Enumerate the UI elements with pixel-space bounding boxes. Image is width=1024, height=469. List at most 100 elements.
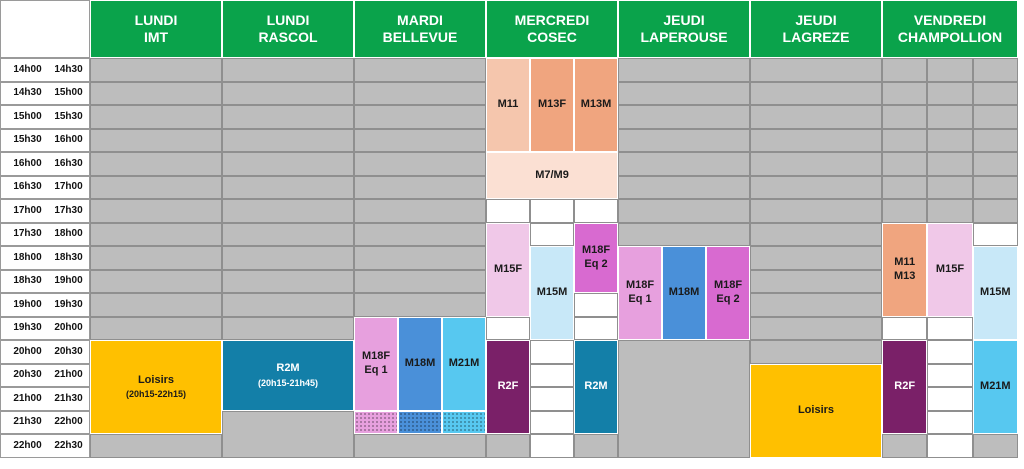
unavailable-slot (222, 222, 354, 246)
venue-name: CHAMPOLLION (897, 29, 1003, 45)
slot-end: 15h30 (54, 110, 83, 122)
empty-slot (530, 363, 574, 387)
unavailable-slot (882, 58, 928, 82)
unavailable-slot (927, 58, 973, 82)
unavailable-slot (618, 199, 750, 223)
unavailable-slot (750, 152, 882, 176)
slot-end: 21h00 (54, 369, 83, 380)
time-slot: 18h00 18h30 (0, 246, 90, 270)
session-block: M13F (530, 58, 574, 152)
session-block: M21M (972, 340, 1018, 434)
time-slot: 14h30 15h00 (0, 81, 90, 105)
session-time-note: (20h15-22h15) (125, 389, 187, 400)
unavailable-slot (222, 152, 354, 176)
slot-start: 21h30 (13, 416, 42, 427)
unavailable-slot (90, 58, 222, 82)
unavailable-slot (90, 222, 222, 246)
unavailable-slot (750, 81, 882, 105)
session-block: M15F (486, 222, 530, 317)
unavailable-slot (222, 316, 354, 340)
slot-start: 15h00 (13, 110, 42, 122)
time-slot: 19h00 19h30 (0, 293, 90, 317)
session-label: M18M (404, 356, 436, 369)
session-label: M18F Eq 2 (581, 244, 611, 270)
slot-start: 22h00 (13, 439, 42, 451)
unavailable-slot (90, 175, 222, 199)
unavailable-slot (354, 175, 486, 199)
unavailable-slot (972, 58, 1018, 82)
unavailable-slot (354, 434, 486, 458)
time-slot: 15h00 15h30 (0, 105, 90, 129)
session-block (442, 410, 486, 434)
unavailable-slot (972, 434, 1018, 458)
unavailable-slot (882, 105, 928, 129)
session-block: Loisirs (750, 363, 882, 458)
unavailable-block (618, 340, 750, 458)
session-label: M18F Eq 2 (713, 279, 743, 305)
slot-end: 16h30 (54, 157, 83, 169)
empty-slot (486, 199, 530, 223)
venue-name: RASCOL (258, 29, 318, 45)
day-header: JEUDI LAPEROUSE (618, 0, 750, 58)
slot-end: 19h00 (54, 275, 83, 286)
unavailable-slot (354, 246, 486, 270)
empty-slot (530, 410, 574, 434)
unavailable-slot (927, 175, 973, 199)
unavailable-slot (354, 269, 486, 293)
session-label: M15M (980, 286, 1011, 299)
unavailable-slot (90, 152, 222, 176)
slot-start: 17h30 (13, 228, 42, 239)
day-header: JEUDI LAGREZE (750, 0, 882, 58)
empty-slot (574, 316, 618, 340)
unavailable-slot (972, 175, 1018, 199)
day-header: LUNDI RASCOL (222, 0, 354, 58)
slot-end: 16h00 (54, 134, 83, 145)
unavailable-slot (90, 81, 222, 105)
session-label: R2F (497, 380, 519, 393)
empty-slot (927, 410, 973, 434)
session-label: R2M (276, 361, 300, 374)
slot-end: 22h00 (54, 416, 83, 427)
session-block (354, 410, 398, 434)
session-label: M18F Eq 1 (625, 279, 655, 305)
unavailable-slot (222, 175, 354, 199)
unavailable-slot (90, 199, 222, 223)
empty-slot (927, 363, 973, 387)
session-block: M18M (398, 316, 442, 411)
unavailable-slot (882, 175, 928, 199)
unavailable-slot (750, 199, 882, 223)
session-block: M13M (574, 58, 618, 152)
slot-end: 20h00 (54, 322, 83, 333)
time-slot: 18h30 19h00 (0, 269, 90, 293)
unavailable-slot (927, 105, 973, 129)
day-name: JEUDI (663, 12, 705, 29)
unavailable-slot (90, 316, 222, 340)
slot-start: 18h00 (13, 251, 42, 263)
unavailable-slot (222, 105, 354, 129)
venue-name: BELLEVUE (382, 29, 458, 45)
unavailable-slot (750, 105, 882, 129)
session-block: R2M (574, 340, 618, 434)
unavailable-slot (222, 128, 354, 152)
unavailable-slot (90, 293, 222, 317)
unavailable-slot (750, 269, 882, 293)
empty-slot (530, 199, 574, 223)
venue-name: COSEC (527, 29, 577, 45)
session-block: M11 M13 (882, 222, 928, 317)
time-slot: 21h00 21h30 (0, 387, 90, 411)
empty-slot (927, 340, 973, 364)
venue-name: IMT (143, 29, 169, 45)
slot-end: 15h00 (54, 87, 83, 98)
unavailable-slot (927, 81, 973, 105)
session-block: R2M (20h15-21h45) (222, 340, 354, 411)
unavailable-slot (927, 128, 973, 152)
time-slot: 20h00 20h30 (0, 340, 90, 364)
empty-slot (486, 316, 530, 340)
session-label: M15F (493, 262, 523, 275)
session-block: M18F Eq 1 (354, 316, 398, 411)
unavailable-slot (222, 246, 354, 270)
session-label: M7/M9 (535, 168, 569, 181)
unavailable-slot (972, 199, 1018, 223)
day-header: MARDI BELLEVUE (354, 0, 486, 58)
unavailable-slot (882, 152, 928, 176)
